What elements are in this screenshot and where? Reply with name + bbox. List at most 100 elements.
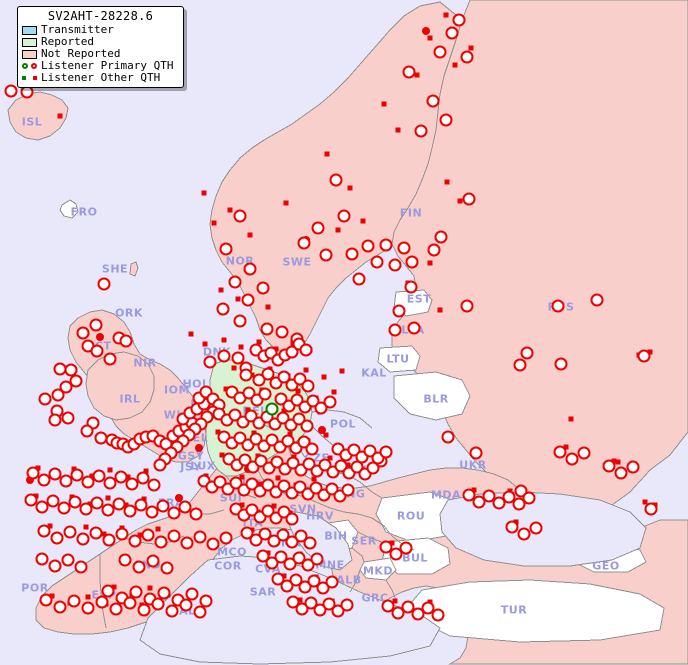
listener-other-qth-marker[interactable] [256,339,262,345]
listener-other-qth-marker[interactable] [257,481,263,487]
listener-primary-qth-marker[interactable] [513,358,527,372]
listener-primary-qth-marker[interactable] [67,594,81,608]
listener-other-qth-marker[interactable] [457,198,463,204]
listener-cluster-marker[interactable] [195,444,203,452]
listener-primary-qth-marker[interactable] [345,247,359,261]
listener-primary-qth-marker[interactable] [381,599,395,613]
transmitter-marker[interactable] [265,402,279,416]
listener-primary-qth-marker[interactable] [147,478,161,492]
listener-primary-qth-marker[interactable] [319,248,333,262]
listener-primary-qth-marker[interactable] [112,497,126,511]
listener-primary-qth-marker[interactable] [301,379,315,393]
listener-primary-qth-marker[interactable] [414,124,428,138]
listener-primary-qth-marker[interactable] [219,531,233,545]
listener-primary-qth-marker[interactable] [462,192,476,206]
listener-other-qth-marker[interactable] [47,523,53,529]
listener-primary-qth-marker[interactable] [303,536,317,550]
listener-other-qth-marker[interactable] [283,200,289,206]
listener-primary-qth-marker[interactable] [136,471,150,485]
listener-primary-qth-marker[interactable] [426,94,440,108]
listener-primary-qth-marker[interactable] [405,255,419,269]
listener-other-qth-marker[interactable] [452,62,458,68]
listener-primary-qth-marker[interactable] [101,503,115,517]
listener-primary-qth-marker[interactable] [89,526,103,540]
listener-other-qth-marker[interactable] [642,499,648,505]
listener-primary-qth-marker[interactable] [95,595,109,609]
listener-primary-qth-marker[interactable] [614,466,628,480]
listener-other-qth-marker[interactable] [227,207,233,213]
listener-primary-qth-marker[interactable] [167,529,181,543]
listener-other-qth-marker[interactable] [568,416,574,422]
listener-other-qth-marker[interactable] [239,502,245,508]
listener-primary-qth-marker[interactable] [79,502,93,516]
listener-other-qth-marker[interactable] [271,503,277,509]
listener-primary-qth-marker[interactable] [411,607,425,621]
listener-primary-qth-marker[interactable] [35,500,49,514]
listener-other-qth-marker[interactable] [238,344,244,350]
listener-primary-qth-marker[interactable] [554,357,568,371]
listener-primary-qth-marker[interactable] [63,525,77,539]
listener-primary-qth-marker[interactable] [61,411,75,425]
listener-primary-qth-marker[interactable] [392,304,406,318]
listener-primary-qth-marker[interactable] [156,499,170,513]
listener-primary-qth-marker[interactable] [389,547,403,561]
listener-primary-qth-marker[interactable] [134,498,148,512]
listener-primary-qth-marker[interactable] [388,258,402,272]
listener-primary-qth-marker[interactable] [243,262,257,276]
listener-other-qth-marker[interactable] [443,12,449,18]
listener-other-qth-marker[interactable] [211,220,217,226]
listener-primary-qth-marker[interactable] [92,469,106,483]
listener-other-qth-marker[interactable] [188,331,194,337]
listener-other-qth-marker[interactable] [265,304,271,310]
listener-other-qth-marker[interactable] [324,151,330,157]
listener-other-qth-marker[interactable] [125,474,131,480]
listener-other-qth-marker[interactable] [381,101,387,107]
listener-primary-qth-marker[interactable] [180,536,194,550]
listener-primary-qth-marker[interactable] [472,495,486,509]
listener-primary-qth-marker[interactable] [337,209,351,223]
listener-primary-qth-marker[interactable] [39,593,53,607]
listener-primary-qth-marker[interactable] [189,507,203,521]
listener-primary-qth-marker[interactable] [114,470,128,484]
listener-cluster-marker[interactable] [422,27,430,35]
listener-primary-qth-marker[interactable] [90,496,104,510]
listener-primary-qth-marker[interactable] [260,322,274,336]
listener-primary-qth-marker[interactable] [115,527,129,541]
listener-primary-qth-marker[interactable] [59,474,73,488]
listener-primary-qth-marker[interactable] [311,221,325,235]
listener-primary-qth-marker[interactable] [151,597,165,611]
listener-other-qth-marker[interactable] [49,593,55,599]
listener-other-qth-marker[interactable] [57,113,63,119]
listener-primary-qth-marker[interactable] [178,500,192,514]
listener-primary-qth-marker[interactable] [402,65,416,79]
listener-primary-qth-marker[interactable] [577,446,591,460]
listener-primary-qth-marker[interactable] [193,530,207,544]
listener-primary-qth-marker[interactable] [341,483,355,497]
listener-primary-qth-marker[interactable] [217,349,231,363]
listener-primary-qth-marker[interactable] [565,452,579,466]
listener-primary-qth-marker[interactable] [81,475,95,489]
listener-other-qth-marker[interactable] [83,524,89,530]
listener-primary-qth-marker[interactable] [434,230,448,244]
listener-primary-qth-marker[interactable] [329,173,343,187]
listener-primary-qth-marker[interactable] [81,601,95,615]
listener-other-qth-marker[interactable] [339,368,345,374]
listener-primary-qth-marker[interactable] [401,600,415,614]
listener-primary-qth-marker[interactable] [53,600,67,614]
listener-primary-qth-marker[interactable] [128,534,142,548]
listener-primary-qth-marker[interactable] [70,468,84,482]
listener-other-qth-marker[interactable] [360,218,366,224]
listener-primary-qth-marker[interactable] [553,445,567,459]
listener-primary-qth-marker[interactable] [439,113,453,127]
listener-primary-qth-marker[interactable] [361,239,375,253]
listener-primary-qth-marker[interactable] [285,512,299,526]
listener-other-qth-marker[interactable] [218,287,224,293]
listener-primary-qth-marker[interactable] [502,490,516,504]
listener-primary-qth-marker[interactable] [185,587,199,601]
listener-primary-qth-marker[interactable] [590,293,604,307]
listener-primary-qth-marker[interactable] [391,606,405,620]
listener-primary-qth-marker[interactable] [123,596,137,610]
listener-primary-qth-marker[interactable] [529,521,543,535]
listener-other-qth-marker[interactable] [647,349,653,355]
listener-primary-qth-marker[interactable] [427,243,441,257]
